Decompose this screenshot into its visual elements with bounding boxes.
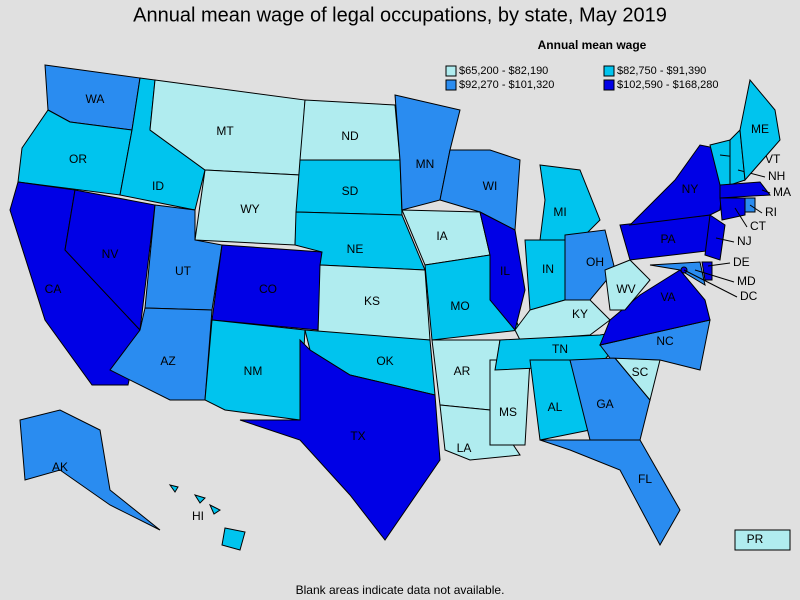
state-label: CA [45, 282, 62, 296]
state-label: AK [52, 460, 68, 474]
state-label: TN [552, 342, 568, 356]
state-label: SC [632, 365, 649, 379]
leader-line [749, 204, 763, 214]
state-label: NY [682, 182, 699, 196]
legend-swatch [445, 65, 457, 77]
state-label: VT [765, 152, 781, 166]
state-label: IA [436, 229, 447, 243]
state-label: MD [737, 274, 756, 288]
state-label: OK [376, 354, 393, 368]
state-label: AZ [160, 354, 175, 368]
state-label: WI [483, 179, 498, 193]
state-shape [739, 78, 781, 182]
state-shape [599, 269, 711, 346]
state-label: MO [450, 299, 469, 313]
state-label: IN [542, 262, 554, 276]
state-label: TX [350, 429, 365, 443]
leader-line [761, 189, 771, 194]
state-shape [208, 503, 221, 515]
state-shape [704, 214, 726, 261]
state-shape [719, 197, 746, 221]
legend-label: $65,200 - $82,190 [459, 65, 548, 77]
state-shape [439, 404, 521, 461]
state-label: WV [616, 282, 635, 296]
state-label: OR [69, 152, 87, 166]
map-title: Annual mean wage of legal occupations, b… [133, 4, 667, 26]
state-shape [489, 359, 531, 446]
state-label: LA [457, 441, 472, 455]
state-label: WY [240, 202, 259, 216]
leader-line [707, 262, 731, 267]
state-shape [649, 261, 706, 287]
state-label: ME [751, 122, 769, 136]
state-label: NH [768, 169, 785, 183]
legend-swatch [603, 79, 615, 91]
states: WA OR CA NV ID MT WY UT AZ CO NM ND SD NE KS OK TX MN IA MO… [9, 64, 791, 551]
state-label: DE [733, 255, 750, 269]
state-label: GA [596, 397, 613, 411]
state-label: KY [572, 307, 588, 321]
state-shape [539, 164, 601, 241]
state-label: KS [364, 294, 380, 308]
state-label: OH [586, 255, 604, 269]
state-shape [109, 307, 213, 401]
state-shape [539, 439, 681, 547]
state-shape [734, 529, 791, 551]
legend-swatch [603, 65, 615, 77]
state-label: CT [750, 219, 767, 233]
state-shape [19, 409, 161, 531]
state-label: MS [499, 405, 517, 419]
state-label: PA [660, 232, 675, 246]
state-label: SD [342, 184, 359, 198]
legend: $65,200 - $82,190 $82,750 - $91,390 $92,27… [445, 65, 719, 91]
state-label: UT [175, 264, 192, 278]
state-shape [168, 484, 179, 493]
state-label: NC [656, 334, 674, 348]
legend-label: $82,750 - $91,390 [617, 65, 706, 77]
state-label: CO [259, 282, 277, 296]
state-label: VA [660, 290, 675, 304]
state-shape [239, 338, 441, 541]
state-shape [628, 144, 726, 226]
state-shape [193, 494, 206, 504]
state-label: NE [347, 242, 364, 256]
state-shape [604, 259, 651, 311]
leader-line [683, 269, 738, 298]
state-shape [221, 527, 246, 551]
leader-line [734, 207, 748, 228]
state-label: WA [86, 92, 105, 106]
state-label: NM [244, 364, 263, 378]
state-label: HI [192, 509, 204, 523]
leader-line [694, 269, 735, 283]
state-label: MT [216, 124, 234, 138]
leader-line [715, 237, 735, 243]
state-label: NJ [737, 234, 752, 248]
state-label: DC [740, 289, 758, 303]
state-label: ID [152, 179, 164, 193]
footnote: Blank areas indicate data not available. [296, 583, 505, 597]
state-shape [569, 357, 651, 441]
state-label: AR [454, 364, 471, 378]
state-label: MI [553, 205, 566, 219]
state-shape [719, 181, 771, 199]
state-label: NV [102, 247, 119, 261]
leader-line [737, 169, 766, 178]
state-label: FL [638, 472, 652, 486]
state-label: ND [341, 129, 359, 143]
legend-title: Annual mean wage [538, 38, 647, 52]
legend-label: $102,590 - $168,280 [617, 79, 719, 91]
state-shape [564, 229, 616, 301]
state-shape [204, 319, 306, 421]
legend-label: $92,270 - $101,320 [459, 79, 554, 91]
legend-swatch [445, 79, 457, 91]
state-shape [701, 261, 713, 281]
state-label: RI [765, 205, 777, 219]
state-label: PR [747, 532, 764, 546]
state-label: MA [773, 185, 791, 199]
state-label: IL [500, 264, 510, 278]
state-label: AL [548, 400, 563, 414]
state-label: MN [416, 157, 435, 171]
